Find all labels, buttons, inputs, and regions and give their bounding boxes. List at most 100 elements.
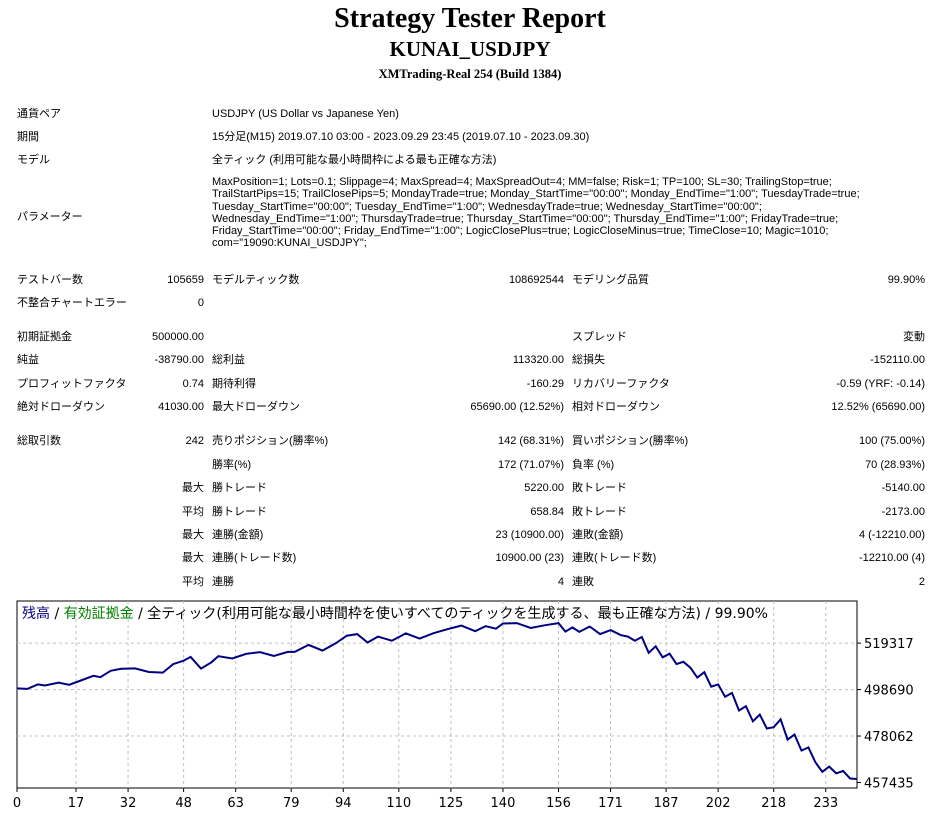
- avg-cons-losses-label: 連敗: [572, 576, 594, 588]
- chart-grid: [17, 601, 857, 788]
- balance-line: [16, 622, 858, 780]
- gross-profit-value: 113320.00: [512, 354, 564, 366]
- bars-value: 105659: [167, 274, 204, 286]
- average-word: 平均: [182, 506, 204, 518]
- y-tick-label: 457435: [864, 777, 914, 792]
- x-tick-label: 187: [654, 796, 679, 811]
- mismatch-value: 0: [197, 297, 204, 309]
- quality-label: モデリング品質: [572, 274, 649, 286]
- params-value: MaxPosition=1; Lots=0.1; Slippage=4; Max…: [212, 176, 860, 250]
- avg-loss-value: -2173.00: [881, 506, 925, 518]
- params-label: パラメーター: [17, 211, 83, 223]
- x-tick-label: 48: [175, 796, 192, 811]
- x-tick-label: 171: [598, 796, 623, 811]
- payoff-label: 期待利得: [212, 378, 256, 390]
- model-value: 全ティック (利用可能な最小時間枠による最も正確な方法): [212, 154, 497, 166]
- avg-cons-losses-value: 2: [918, 576, 925, 588]
- chart-frame: [16, 600, 858, 789]
- max-cons-loss-value: -12210.00 (4): [858, 552, 925, 564]
- avg-cons-wins-label: 連勝: [212, 576, 234, 588]
- average-word: 平均: [182, 576, 204, 588]
- rel-dd-value: 12.52% (65690.00): [831, 401, 925, 413]
- avg-win-value: 658.84: [530, 506, 564, 518]
- avg-cons-wins-value: 4: [557, 576, 564, 588]
- x-tick-label: 218: [761, 796, 786, 811]
- largest-loss-label: 敗トレード: [572, 482, 627, 494]
- x-tick-label: 32: [120, 796, 137, 811]
- largest-win-label: 勝トレード: [212, 482, 267, 494]
- x-tick-label: 79: [283, 796, 300, 811]
- expert-name: KUNAI_USDJPY: [389, 37, 551, 61]
- quality-value: 99.90%: [887, 274, 925, 286]
- model-label: モデル: [17, 154, 50, 166]
- abs-dd-value: 41030.00: [158, 401, 204, 413]
- report-title: Strategy Tester Report: [334, 3, 606, 34]
- spread-label: スプレッド: [572, 331, 627, 343]
- x-tick-label: 233: [813, 796, 838, 811]
- y-axis-ticks: 519317 498690 478062 457435: [857, 637, 914, 792]
- pf-value: 0.74: [182, 378, 204, 390]
- max-cons-profit-label: 連勝(トレード数): [212, 552, 297, 564]
- x-axis-ticks: 0 17 32 48 63 79 94 110 125 140 156 171 187 202 218 233: [13, 788, 838, 811]
- lossrate-value: 70 (28.93%): [865, 459, 925, 471]
- recovery-value: -0.59 (YRF: -0.14): [836, 378, 925, 390]
- net-value: -38790.00: [154, 354, 204, 366]
- max-cons-wins-value: 23 (10900.00): [495, 529, 565, 541]
- mismatch-label: 不整合チャートエラー: [17, 297, 127, 309]
- bars-label: テストバー数: [17, 274, 83, 286]
- spread-value: 変動: [903, 331, 925, 343]
- x-tick-label: 125: [438, 796, 463, 811]
- total-trades-value: 242: [185, 435, 204, 447]
- server-info: XMTrading-Real 254 (Build 1384): [378, 67, 562, 81]
- ticks-value: 108692544: [508, 274, 564, 286]
- x-tick-label: 156: [546, 796, 571, 811]
- max-cons-losses-value: 4 (-12210.00): [858, 529, 925, 541]
- net-label: 純益: [17, 354, 39, 366]
- max-cons-wins-label: 連勝(金額): [212, 529, 264, 541]
- balance-chart: 残高 / 有効証拠金 / 全ティック(利用可能な最小時間枠を使いすべてのティック…: [13, 600, 914, 811]
- y-tick-label: 498690: [864, 684, 914, 699]
- deposit-value: 500000.00: [152, 331, 204, 343]
- largest-word: 最大: [182, 482, 204, 494]
- x-tick-label: 140: [491, 796, 516, 811]
- max-dd-label: 最大ドローダウン: [212, 401, 300, 413]
- winrate-label: 勝率(%): [212, 459, 252, 471]
- legend-balance: 残高: [22, 605, 50, 622]
- legend-equity: 有効証拠金: [64, 606, 134, 622]
- payoff-value: -160.29: [526, 378, 564, 390]
- period-label: 期間: [17, 131, 39, 143]
- symbol-label: 通貨ペア: [17, 108, 61, 120]
- total-trades-label: 総取引数: [17, 435, 61, 447]
- symbol-value: USDJPY (US Dollar vs Japanese Yen): [212, 108, 399, 120]
- pf-label: プロフィットファクタ: [17, 378, 127, 390]
- chart-legend: 残高 / 有効証拠金 / 全ティック(利用可能な最小時間枠を使いすべてのティック…: [22, 605, 768, 622]
- max-cons-profit-value: 10900.00 (23): [495, 552, 565, 564]
- gross-profit-label: 総利益: [212, 354, 245, 366]
- largest-loss-value: -5140.00: [881, 482, 925, 494]
- y-tick-label: 519317: [864, 637, 914, 652]
- long-value: 100 (75.00%): [858, 435, 925, 447]
- legend-separator: /: [134, 606, 148, 622]
- long-label: 買いポジション(勝率%): [572, 435, 689, 447]
- max-word: 最大: [182, 529, 204, 541]
- max-cons-losses-label: 連敗(金額): [572, 529, 624, 541]
- legend-model: 全ティック(利用可能な最小時間枠を使いすべてのティックを生成する、最も正確な方法…: [147, 605, 768, 622]
- recovery-label: リカバリーファクタ: [572, 378, 670, 390]
- x-tick-label: 0: [13, 796, 21, 811]
- deposit-label: 初期証拠金: [17, 331, 72, 343]
- legend-separator: /: [50, 606, 64, 622]
- max-dd-value: 65690.00 (12.52%): [470, 401, 564, 413]
- gross-loss-label: 総損失: [572, 354, 605, 366]
- rel-dd-label: 相対ドローダウン: [572, 401, 660, 413]
- period-value: 15分足(M15) 2019.07.10 03:00 - 2023.09.29 …: [212, 131, 590, 143]
- avg-win-label: 勝トレード: [212, 506, 267, 518]
- max-word: 最大: [182, 552, 204, 564]
- short-label: 売りポジション(勝率%): [212, 435, 329, 447]
- largest-win-value: 5220.00: [524, 482, 564, 494]
- x-tick-label: 202: [706, 796, 731, 811]
- y-tick-label: 478062: [864, 730, 914, 745]
- lossrate-label: 負率 (%): [572, 459, 615, 471]
- x-tick-label: 94: [335, 796, 352, 811]
- abs-dd-label: 絶対ドローダウン: [17, 401, 105, 413]
- gross-loss-value: -152110.00: [870, 354, 925, 366]
